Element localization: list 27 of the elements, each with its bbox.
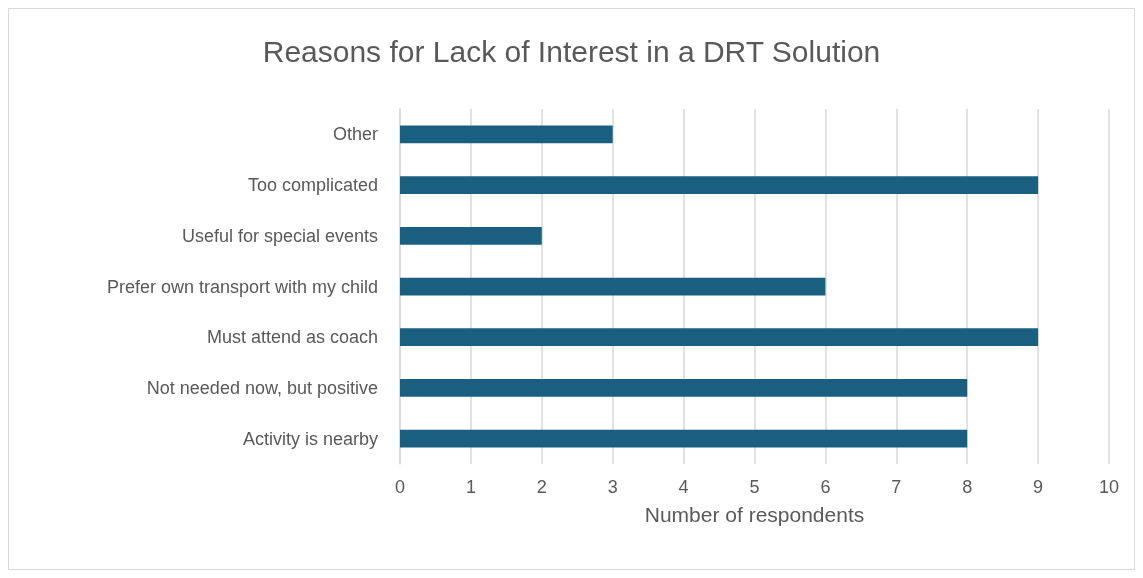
chart-title: Reasons for Lack of Interest in a DRT Solution <box>262 34 881 68</box>
bar <box>400 379 968 397</box>
bar <box>400 176 1039 194</box>
y-tick-label: Prefer own transport with my child <box>106 276 378 297</box>
y-tick-label: Activity is nearby <box>242 428 378 449</box>
x-axis-title: Number of respondents <box>644 503 865 526</box>
x-tick-label: 3 <box>607 477 618 497</box>
y-tick-label: Not needed now, but positive <box>146 377 378 398</box>
x-tick-label: 5 <box>749 477 760 497</box>
bar <box>400 277 826 296</box>
y-tick-label: Must attend as coach <box>206 327 378 348</box>
y-tick-label: Too complicated <box>247 175 378 196</box>
x-tick-label: 9 <box>1033 477 1044 497</box>
x-tick-label: 4 <box>678 477 689 497</box>
bar <box>400 429 968 448</box>
x-tick-label: 0 <box>394 477 406 497</box>
x-tick-label: 2 <box>536 477 547 497</box>
x-tick-label: 7 <box>891 477 902 497</box>
y-tick-label: Other <box>332 124 378 145</box>
y-tick-label: Useful for special events <box>181 225 378 246</box>
bar <box>400 328 1039 347</box>
bar <box>400 125 613 144</box>
x-tick-label: 6 <box>820 477 831 497</box>
bar <box>400 226 542 245</box>
x-tick-label: 1 <box>465 477 476 497</box>
x-tick-label: 10 <box>1098 477 1120 497</box>
x-tick-label: 8 <box>962 477 973 497</box>
